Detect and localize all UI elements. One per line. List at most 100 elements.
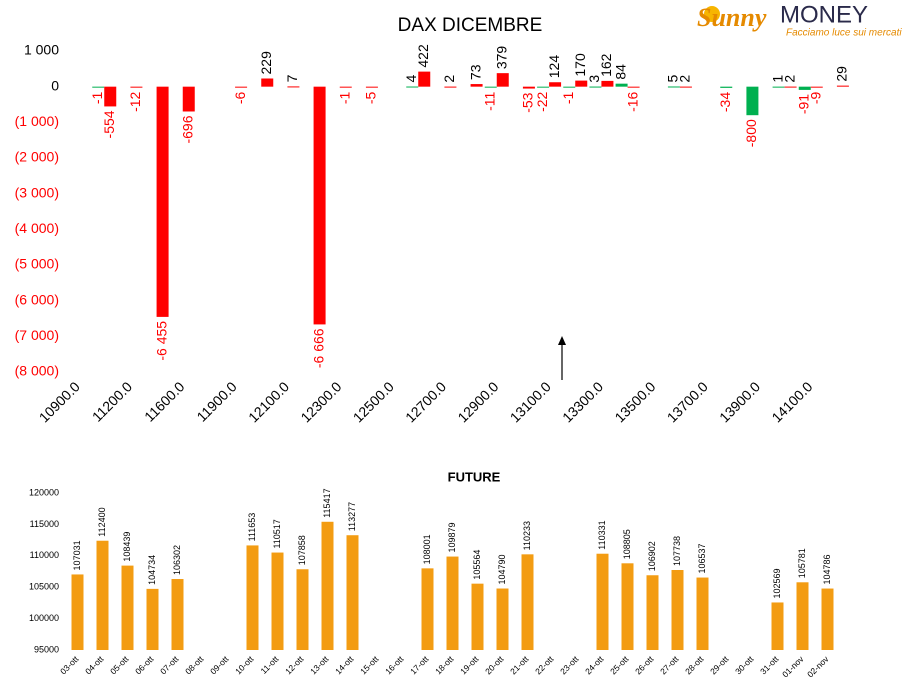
bar — [246, 545, 259, 650]
data-label: 105564 — [472, 550, 482, 580]
logo-name: MONEY — [780, 1, 868, 28]
bar — [596, 553, 609, 650]
y-tick-label: (6 000) — [15, 291, 59, 307]
data-label: 2 — [781, 75, 797, 83]
x-tick-label: 15-ott — [358, 653, 381, 676]
y-tick-label: (1 000) — [15, 113, 59, 129]
bar — [418, 71, 431, 87]
data-label: -34 — [717, 92, 733, 112]
x-tick-label: 12300.0 — [297, 378, 344, 425]
data-label: 229 — [258, 51, 274, 75]
data-label: -1 — [560, 91, 576, 104]
bar — [821, 588, 834, 650]
bar — [563, 86, 576, 88]
bar — [321, 521, 334, 650]
data-label: -1 — [89, 91, 105, 104]
x-tick-label: 27-ott — [658, 653, 681, 676]
data-label: 106902 — [647, 541, 657, 571]
x-tick-label: 07-ott — [158, 653, 181, 676]
x-tick-label: 19-ott — [458, 653, 481, 676]
data-label: 102569 — [772, 568, 782, 598]
data-label: 111653 — [247, 513, 257, 542]
bar — [496, 588, 509, 650]
data-label: 106537 — [697, 544, 707, 574]
data-label: -1 — [336, 91, 352, 104]
x-tick-label: 20-ott — [483, 653, 506, 676]
data-label: 110331 — [597, 520, 607, 549]
bar — [346, 535, 359, 650]
x-tick-label: 23-ott — [558, 653, 581, 676]
bar — [171, 579, 184, 650]
logo: Sunny MONEY Facciamo luce sui mercati — [697, 1, 902, 38]
y-tick-label: 95000 — [34, 644, 59, 654]
data-label: 4 — [403, 75, 419, 83]
data-label: 107738 — [672, 536, 682, 566]
bar — [271, 552, 284, 650]
bar — [104, 86, 117, 107]
data-label: 110517 — [272, 519, 282, 548]
x-tick-label: 09-ott — [208, 653, 231, 676]
x-tick-label: 28-ott — [683, 653, 706, 676]
bar — [470, 84, 483, 87]
bar — [339, 86, 352, 88]
y-tick-label: (8 000) — [15, 363, 59, 379]
bar — [679, 86, 692, 88]
y-tick-label: 105000 — [29, 582, 59, 592]
bar — [71, 574, 84, 650]
x-tick-label: 26-ott — [633, 653, 656, 676]
data-label: -22 — [534, 91, 550, 111]
data-label: 110233 — [522, 521, 532, 550]
data-label: 379 — [493, 46, 509, 70]
y-tick-label: 1 000 — [24, 42, 59, 58]
x-tick-label: 13300.0 — [559, 378, 606, 425]
x-tick-label: 05-ott — [108, 653, 131, 676]
chart-title: FUTURE — [448, 469, 501, 484]
x-tick-label: 11600.0 — [141, 378, 188, 425]
bar — [421, 568, 434, 650]
data-label: -800 — [743, 119, 759, 147]
y-tick-label: 0 — [51, 77, 59, 93]
x-tick-label: 04-ott — [83, 653, 106, 676]
bar — [667, 86, 680, 88]
data-label: 109879 — [447, 523, 457, 553]
data-label: 107031 — [72, 540, 82, 570]
x-tick-label: 12500.0 — [350, 378, 397, 425]
x-tick-label: 14-ott — [333, 653, 356, 676]
bar — [406, 86, 419, 88]
bar — [601, 80, 614, 87]
bar — [720, 86, 733, 88]
bar — [446, 556, 459, 650]
x-tick-label: 11-ott — [259, 653, 281, 675]
x-tick-label: 24-ott — [583, 653, 606, 676]
bar — [696, 577, 709, 650]
x-tick-label: 18-ott — [433, 653, 456, 676]
x-tick-label: 10900.0 — [36, 378, 83, 425]
data-label: 108001 — [422, 534, 432, 564]
bar — [146, 588, 159, 650]
bar — [471, 583, 484, 650]
bar — [549, 82, 562, 87]
y-tick-label: (3 000) — [15, 184, 59, 200]
x-tick-label: 06-ott — [133, 653, 156, 676]
bar — [522, 86, 535, 89]
data-label: -9 — [807, 91, 823, 104]
x-tick-label: 10-ott — [233, 653, 256, 676]
x-tick-label: 12100.0 — [245, 378, 292, 425]
logo-tagline: Facciamo luce sui mercati — [786, 28, 902, 39]
x-tick-label: 12-ott — [283, 653, 306, 676]
bar — [121, 565, 134, 650]
x-tick-label: 14100.0 — [768, 378, 815, 425]
bar — [96, 540, 109, 650]
data-label: 108439 — [122, 532, 132, 562]
bar — [798, 86, 811, 90]
x-tick-label: 25-ott — [608, 653, 631, 676]
x-tick-label: 08-ott — [183, 653, 206, 676]
x-tick-label: 17-ott — [408, 653, 431, 676]
bar — [575, 80, 588, 87]
bar — [444, 86, 457, 88]
x-tick-label: 03-ott — [58, 653, 81, 676]
bar — [836, 85, 849, 87]
x-tick-label: 13100.0 — [507, 378, 554, 425]
data-label: 106302 — [172, 545, 182, 575]
y-tick-label: (5 000) — [15, 256, 59, 272]
